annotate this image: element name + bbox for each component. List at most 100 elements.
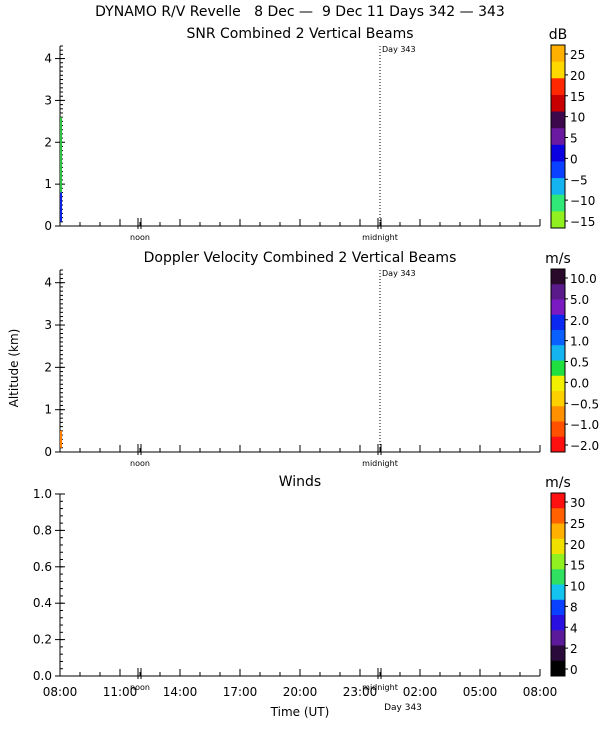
colorbar-swatch: [551, 391, 565, 407]
colorbar-swatch: [551, 94, 565, 113]
day-label: Day 343: [382, 45, 416, 54]
y-tick-label: 0: [44, 445, 52, 459]
colorbar-frame: [550, 44, 566, 229]
colorbar-unit: dB: [549, 27, 568, 43]
day-label: Day 343: [384, 703, 422, 713]
colorbar-label: −1.0: [570, 418, 599, 432]
y-tick-label: 0.2: [33, 633, 52, 647]
x-tick-label: 05:00: [463, 685, 498, 699]
colorbar-swatch: [551, 406, 565, 422]
y-tick-label: 4: [44, 276, 52, 290]
x-axis-label: Time (UT): [270, 705, 330, 719]
colorbar-swatch: [551, 345, 565, 361]
noon-marker-label: noon: [130, 233, 150, 242]
panel-2: Doppler Velocity Combined 2 Vertical Bea…: [44, 250, 599, 468]
colorbar-label: −10: [570, 194, 595, 208]
colorbar-label: 20: [570, 538, 585, 552]
colorbar-swatch: [551, 211, 565, 229]
y-tick-label: 1: [44, 177, 52, 191]
y-axis-label: Altitude (km): [7, 329, 21, 408]
colorbar-label: 0.5: [570, 356, 589, 370]
x-tick-label: 02:00: [403, 685, 438, 699]
colorbar-frame: [550, 492, 566, 677]
colorbar-label: 10: [570, 111, 585, 125]
colorbar-label: 2.0: [570, 314, 589, 328]
y-tick-label: 0.0: [33, 669, 52, 683]
colorbar-label: 0: [570, 152, 578, 166]
colorbar-label: 10.0: [570, 272, 597, 286]
colorbar-swatch: [551, 375, 565, 392]
y-tick-label: 0.4: [33, 596, 52, 610]
colorbar-swatch: [551, 45, 565, 63]
colorbar-swatch: [551, 569, 565, 585]
x-tick-label: 20:00: [283, 685, 318, 699]
y-tick-label: 1: [44, 403, 52, 417]
colorbar-swatch: [551, 128, 565, 146]
colorbar-label: 15: [570, 559, 585, 573]
colorbar-swatch: [551, 111, 565, 129]
midnight-marker-label: midnight: [362, 683, 398, 692]
y-tick-label: 0.8: [33, 523, 52, 537]
x-tick-label: 23:00: [343, 685, 378, 699]
x-tick-label: 11:00: [103, 685, 138, 699]
y-tick-label: 4: [44, 52, 52, 66]
colorbar-swatch: [551, 615, 565, 631]
panel-title: SNR Combined 2 Vertical Beams: [186, 26, 413, 42]
colorbar-swatch: [551, 144, 565, 162]
colorbar-swatch: [551, 538, 565, 555]
colorbar-swatch: [551, 78, 565, 96]
colorbar-label: 5: [570, 132, 578, 146]
colorbar-label: 25: [570, 517, 585, 531]
y-tick-label: 2: [44, 360, 52, 374]
colorbar-swatch: [551, 493, 565, 509]
colorbar-label: 25: [570, 48, 585, 62]
data-cell: [60, 430, 62, 448]
colorbar-label: 2: [570, 642, 578, 656]
y-tick-label: 1.0: [33, 487, 52, 501]
panel-3: Winds 0.0 0.2 0.4 0.6 0.8 1.0 midnight noon 30 25 2…: [33, 474, 585, 692]
colorbar-swatch: [551, 161, 565, 179]
figure-title: DYNAMO R/V Revelle 8 Dec — 9 Dec 11 Days…: [95, 4, 505, 20]
colorbar-label: 20: [570, 69, 585, 83]
colorbar-swatch: [551, 314, 565, 331]
x-tick-label: 08:00: [43, 685, 78, 699]
colorbar-swatch: [551, 61, 565, 79]
colorbar-label: 0.0: [570, 376, 589, 390]
colorbar-swatch: [551, 599, 565, 616]
colorbar-swatch: [551, 421, 565, 438]
colorbar-swatch: [551, 269, 565, 285]
colorbar-label: 0: [570, 663, 578, 677]
colorbar-unit: m/s: [545, 251, 571, 267]
data-cell: [60, 117, 62, 193]
colorbar-swatch: [551, 178, 565, 196]
colorbar-swatch: [551, 660, 565, 677]
colorbar-label: 4: [570, 621, 578, 635]
colorbar-label: −0.5: [570, 397, 599, 411]
colorbar-swatch: [551, 584, 565, 601]
colorbar-unit: m/s: [545, 475, 571, 491]
panel-1: SNR Combined 2 Vertical Beams 0 1 2 3 4 midnig…: [44, 26, 595, 242]
midnight-marker-label: midnight: [362, 233, 398, 242]
day-label: Day 343: [382, 269, 416, 278]
colorbar-label: 5.0: [570, 293, 589, 307]
colorbar-swatch: [551, 554, 565, 570]
data-cell: [60, 192, 62, 222]
colorbar-swatch: [551, 523, 565, 540]
x-tick-label: 08:00: [523, 685, 558, 699]
colorbar-swatch: [551, 284, 565, 300]
colorbar-label: 8: [570, 600, 578, 614]
y-tick-label: 2: [44, 135, 52, 149]
y-tick-label: 0.6: [33, 560, 52, 574]
midnight-marker-label: midnight: [362, 459, 398, 468]
y-tick-label: 3: [44, 318, 52, 332]
colorbar-label: −15: [570, 215, 595, 229]
colorbar-swatch: [551, 508, 565, 524]
colorbar-swatch: [551, 645, 565, 662]
x-tick-label: 14:00: [163, 685, 198, 699]
noon-marker-label: noon: [130, 459, 150, 468]
panel-title: Doppler Velocity Combined 2 Vertical Bea…: [144, 250, 457, 266]
colorbar-swatch: [551, 436, 565, 453]
colorbar-label: 30: [570, 496, 585, 510]
colorbar-label: −2.0: [570, 439, 599, 453]
